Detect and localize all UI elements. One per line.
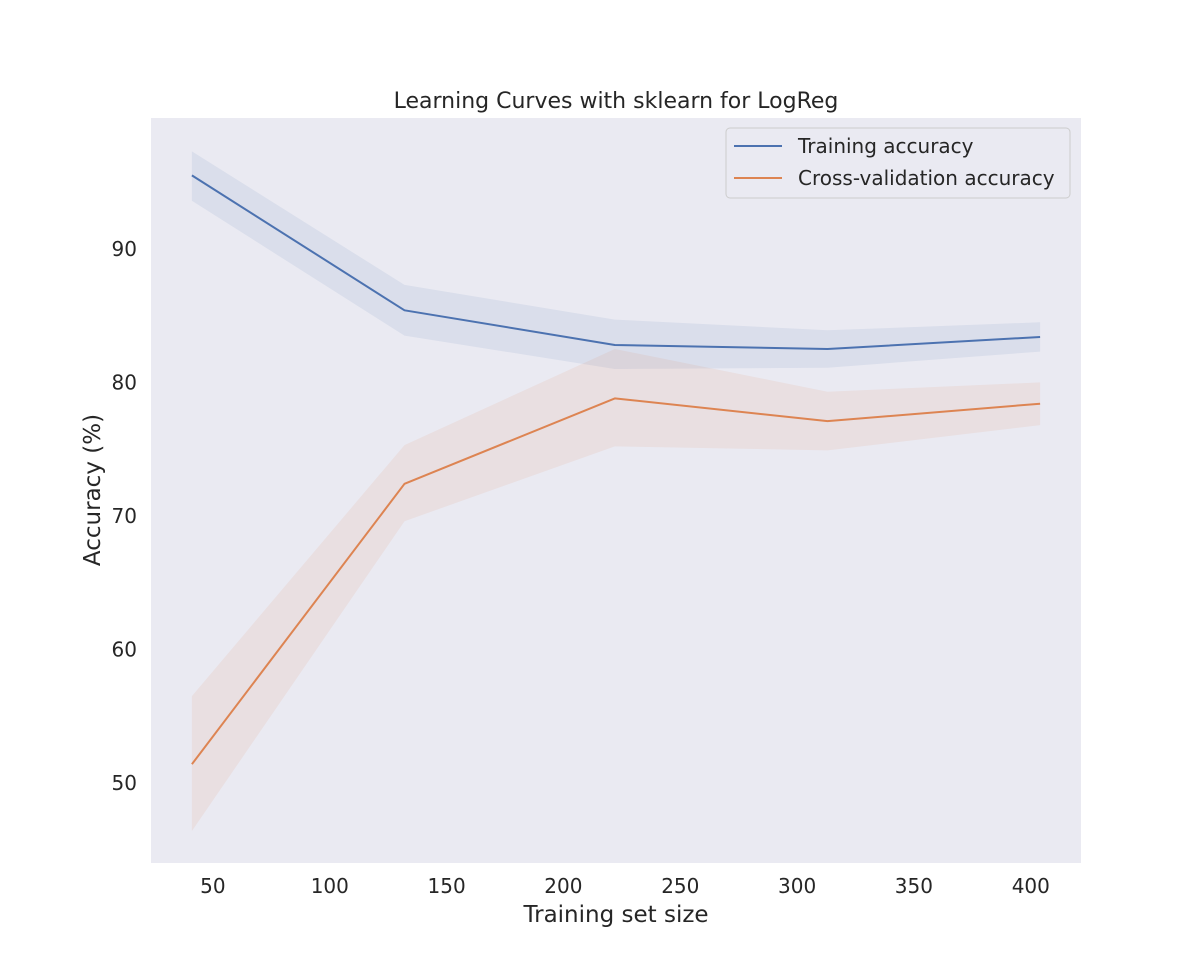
x-tick-label: 350: [895, 874, 933, 898]
x-tick-label: 250: [661, 874, 699, 898]
x-tick-label: 100: [311, 874, 349, 898]
x-tick-label: 200: [544, 874, 582, 898]
y-tick-label: 60: [112, 637, 137, 661]
y-tick-label: 50: [112, 771, 137, 795]
y-tick-label: 90: [112, 237, 137, 261]
x-tick-label: 300: [778, 874, 816, 898]
y-axis-label: Accuracy (%): [80, 414, 106, 566]
x-tick-label: 50: [200, 874, 225, 898]
y-axis-ticks: 50 60 70 80 90: [112, 237, 137, 795]
x-axis-label: Training set size: [522, 902, 708, 928]
x-tick-label: 400: [1012, 874, 1050, 898]
x-tick-label: 150: [428, 874, 466, 898]
x-axis-ticks: 50 100 150 200 250 300 350 400: [200, 874, 1050, 898]
legend: Training accuracy Cross-validation accur…: [726, 128, 1070, 198]
legend-label-cross-validation: Cross-validation accuracy: [798, 166, 1055, 190]
y-tick-label: 80: [112, 370, 137, 394]
chart-title: Learning Curves with sklearn for LogReg: [394, 89, 839, 114]
legend-label-training: Training accuracy: [797, 134, 974, 158]
y-tick-label: 70: [112, 504, 137, 528]
